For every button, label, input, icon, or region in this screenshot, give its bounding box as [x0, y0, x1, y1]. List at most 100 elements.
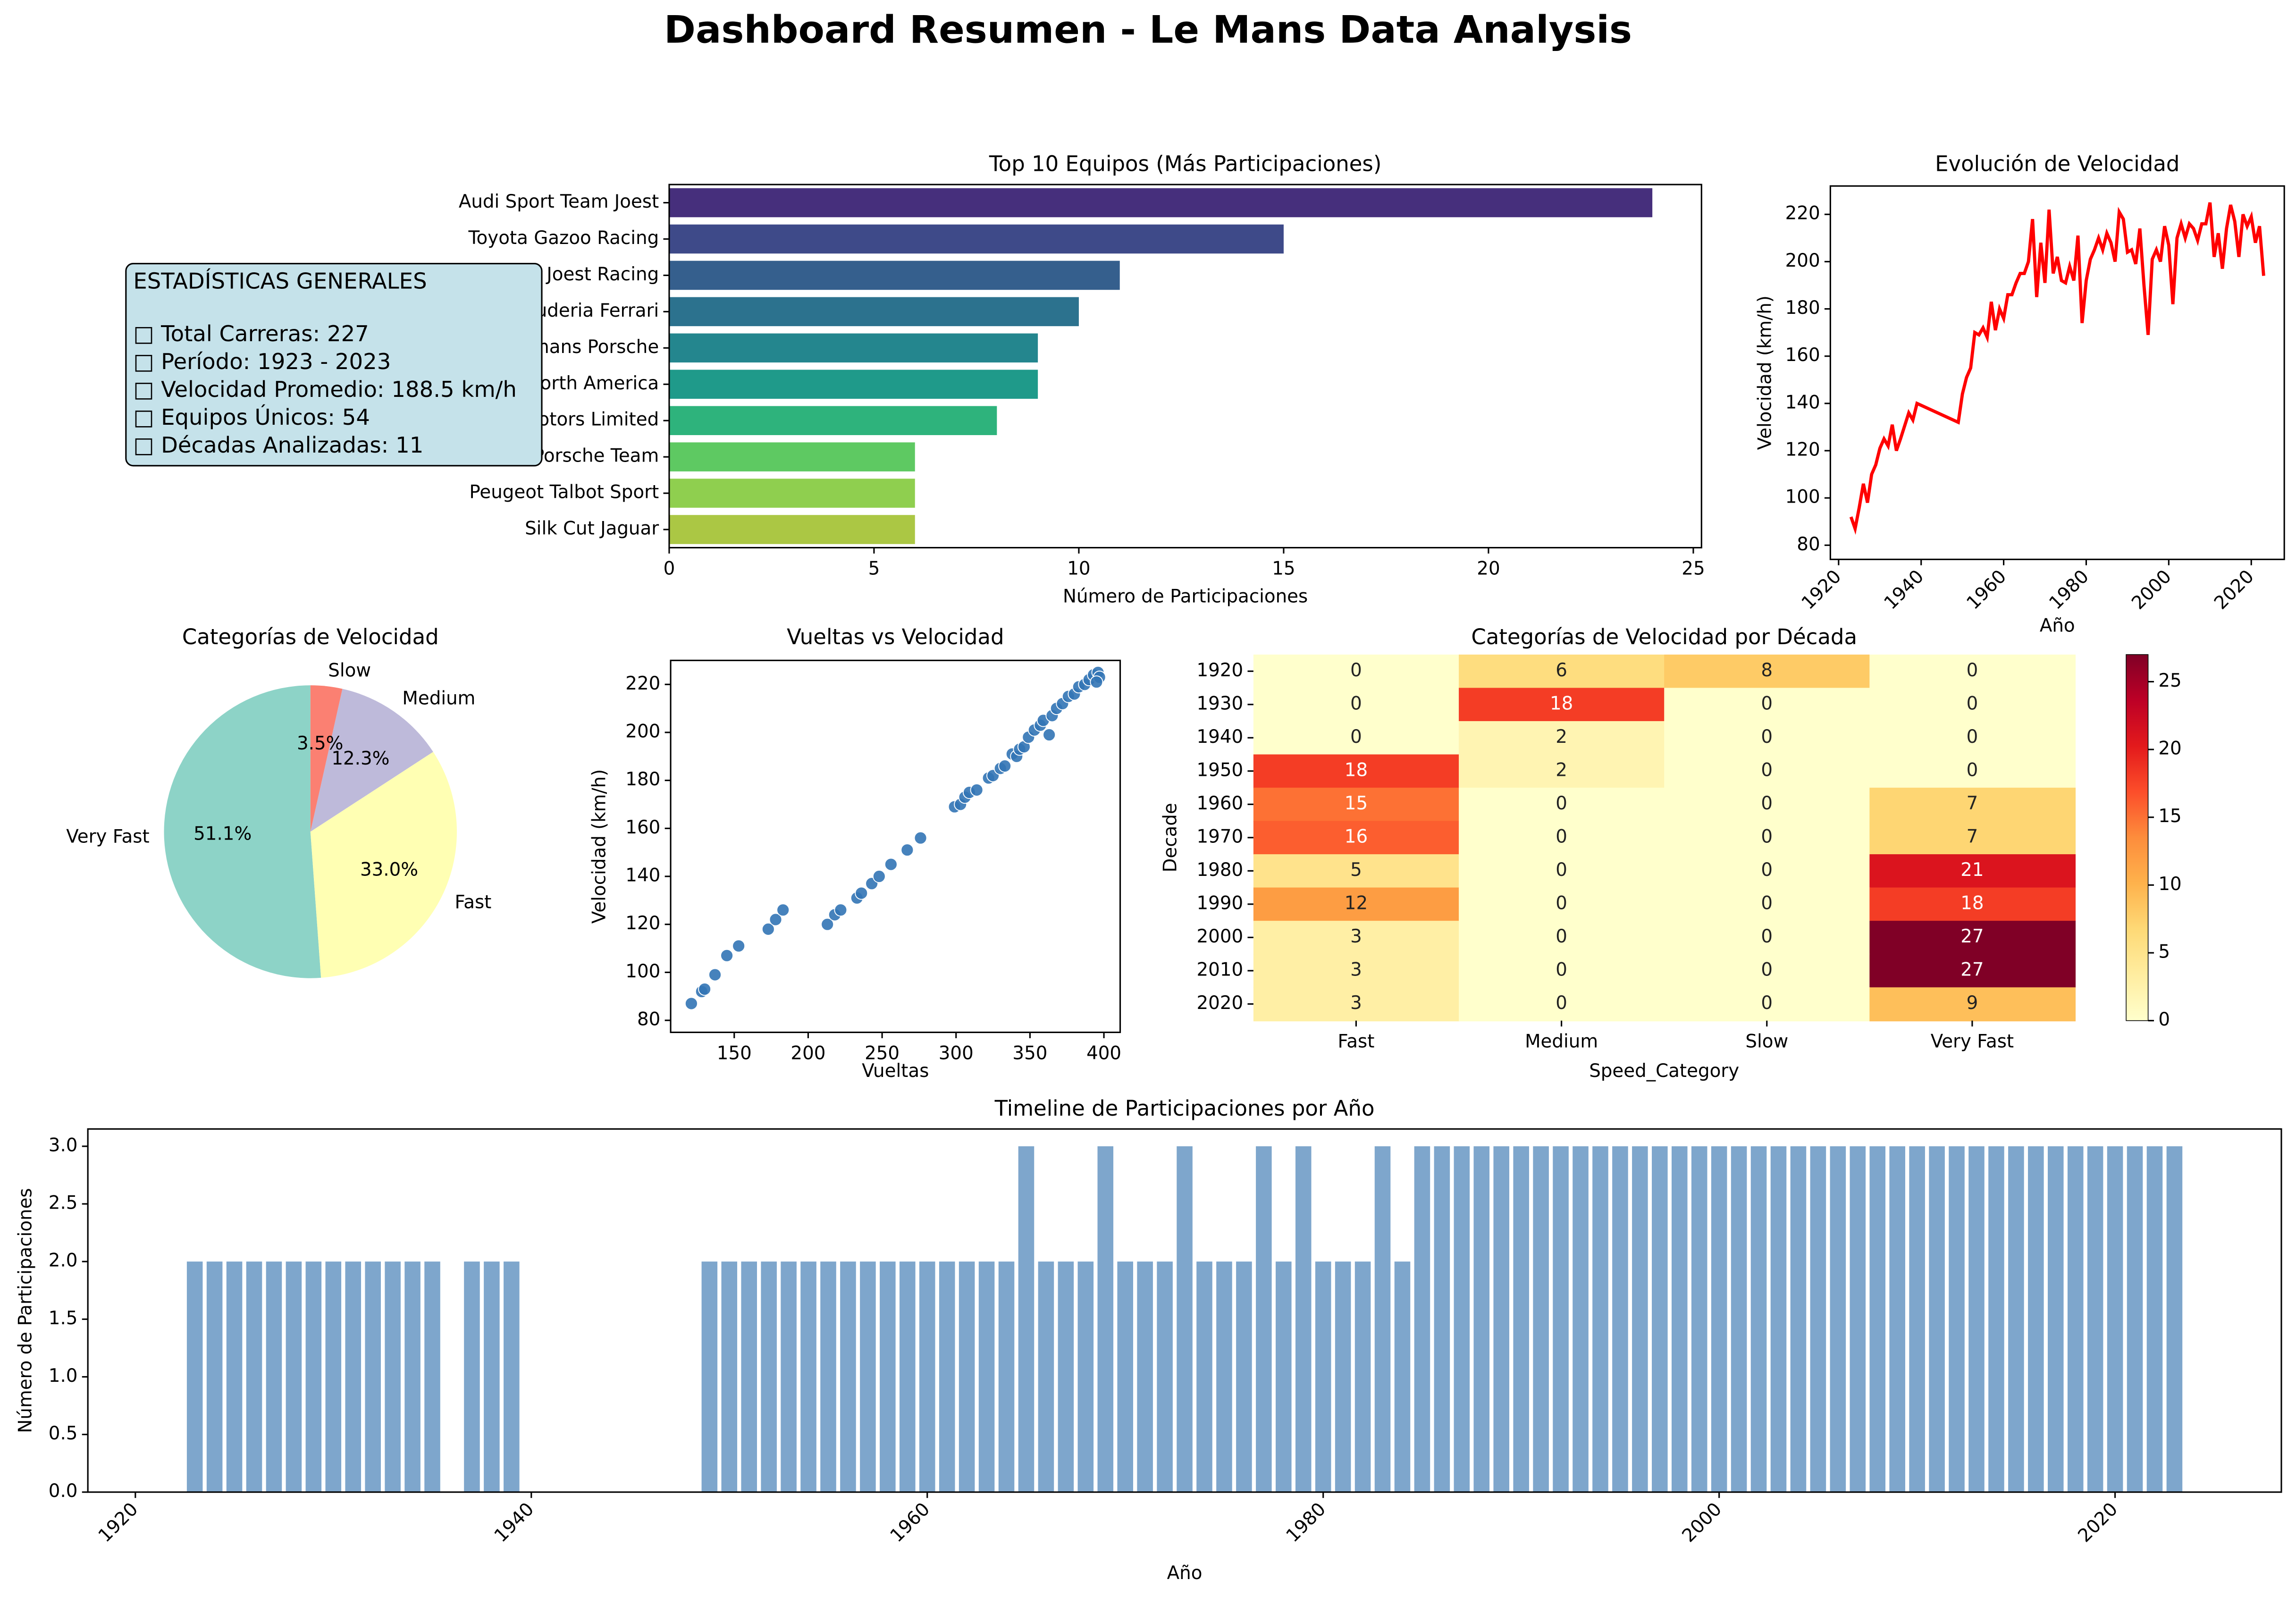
- pie-wedge: [164, 685, 321, 978]
- bar: [1949, 1146, 1965, 1492]
- bar: [1177, 1146, 1193, 1492]
- cell-label: 0: [1761, 892, 1773, 914]
- cell-label: 16: [1345, 826, 1368, 847]
- heatmap-cell: [1664, 854, 1870, 889]
- scatter-point: [708, 968, 722, 982]
- cell-label: 0: [1967, 693, 1978, 714]
- x-tick-label: 2000: [1678, 1498, 1726, 1547]
- y-tick-label: Peugeot Talbot Sport: [469, 482, 659, 503]
- pie-value-label: 51.1%: [193, 824, 252, 845]
- heatmap-cell: [1253, 854, 1460, 889]
- bar: [385, 1261, 401, 1492]
- y-tick-label: 1980: [1197, 859, 1244, 881]
- x-tick-label: 1940: [490, 1498, 538, 1547]
- cell-label: 8: [1761, 660, 1773, 681]
- y-tick-label: 2.0: [49, 1250, 78, 1271]
- y-tick-label: 120: [625, 913, 660, 934]
- bar: [2107, 1146, 2123, 1492]
- scatter-point: [900, 843, 914, 857]
- heatmap-cell: [1459, 954, 1665, 988]
- x-tick-label: 2020: [2210, 566, 2258, 614]
- x-tick-label: 1920: [94, 1498, 143, 1547]
- heatmap-cell: [1664, 987, 1870, 1022]
- y-tick-label: 1920: [1197, 660, 1244, 681]
- y-axis-label: Velocidad (km/h): [589, 769, 610, 924]
- bar: [404, 1261, 421, 1492]
- bar: [1196, 1261, 1212, 1492]
- y-tick-label: 2.5: [49, 1193, 78, 1214]
- heatmap-cell: [1664, 688, 1870, 722]
- bar: [1711, 1146, 1727, 1492]
- bar: [2146, 1146, 2163, 1492]
- y-tick-label: 200: [625, 721, 660, 742]
- cell-label: 0: [1967, 660, 1978, 681]
- heatmap-cell: [1869, 688, 2076, 722]
- bar: [464, 1261, 480, 1492]
- x-tick-label: 0: [664, 558, 675, 580]
- bar: [1731, 1146, 1747, 1492]
- bar: [1770, 1146, 1787, 1492]
- bar: [1374, 1146, 1391, 1492]
- scatter-point: [698, 983, 712, 996]
- cell-label: 2: [1556, 726, 1567, 748]
- bar: [669, 515, 915, 544]
- chart-title: Timeline de Participaciones por Año: [994, 1096, 1375, 1121]
- bar: [919, 1261, 935, 1492]
- cell-label: 5: [1350, 859, 1362, 881]
- bar: [669, 333, 1038, 363]
- y-tick-label: 1970: [1197, 826, 1244, 847]
- stats-line: □ Velocidad Promedio: 188.5 km/h: [133, 377, 517, 402]
- heatmap-cell: [1664, 655, 1870, 689]
- heatmap-cell: [1253, 954, 1460, 988]
- x-tick-label: 150: [717, 1043, 752, 1064]
- chart-title: Categorías de Velocidad: [182, 624, 439, 649]
- heatmap-cell: [1459, 754, 1665, 789]
- bar: [669, 406, 997, 435]
- bar: [1553, 1146, 1569, 1492]
- bar: [1077, 1261, 1094, 1492]
- pie-wedge: [310, 689, 433, 832]
- x-tick-label: 1940: [1880, 566, 1928, 614]
- cell-label: 27: [1960, 926, 1984, 947]
- heatmap-cell: [1664, 954, 1870, 988]
- bar: [1434, 1146, 1450, 1492]
- cell-label: 0: [1967, 726, 1978, 748]
- bar: [1137, 1261, 1153, 1492]
- cell-label: 6: [1556, 660, 1567, 681]
- scatter-point: [769, 913, 782, 926]
- y-tick-label: 160: [625, 817, 660, 838]
- bar: [1157, 1261, 1173, 1492]
- bar: [669, 224, 1284, 254]
- heatmap-cell: [1459, 921, 1665, 955]
- bar: [1354, 1261, 1371, 1492]
- y-tick-label: 1.5: [49, 1308, 78, 1329]
- bar: [669, 479, 915, 508]
- heatmap-cell: [1459, 854, 1665, 889]
- cell-label: 7: [1967, 793, 1978, 814]
- bar: [669, 297, 1079, 327]
- heatmap-cell: [1253, 887, 1460, 922]
- pie-value-label: 33.0%: [360, 859, 418, 881]
- bar: [2047, 1146, 2064, 1492]
- bar: [1315, 1261, 1331, 1492]
- heatmap-cell: [1869, 821, 2076, 855]
- scatter-point: [914, 831, 927, 845]
- bar: [246, 1261, 262, 1492]
- y-tick-label: 1950: [1197, 759, 1244, 781]
- colorbar: [2126, 654, 2149, 1021]
- cell-label: 0: [1556, 992, 1567, 1014]
- x-tick-label: 300: [939, 1043, 974, 1064]
- heatmap-cell: [1459, 788, 1665, 822]
- bar: [1038, 1261, 1054, 1492]
- y-tick-label: 2010: [1197, 959, 1244, 980]
- scatter-point: [1043, 728, 1056, 741]
- heatmap-cell: [1869, 987, 2076, 1022]
- bar: [1909, 1146, 1925, 1492]
- x-tick-label: 1980: [2045, 566, 2093, 614]
- cell-label: 0: [1761, 726, 1773, 748]
- cell-label: 15: [1345, 793, 1368, 814]
- y-tick-label: 1.0: [49, 1365, 78, 1387]
- bar: [1256, 1146, 1272, 1492]
- y-tick-label: 3.0: [49, 1135, 78, 1156]
